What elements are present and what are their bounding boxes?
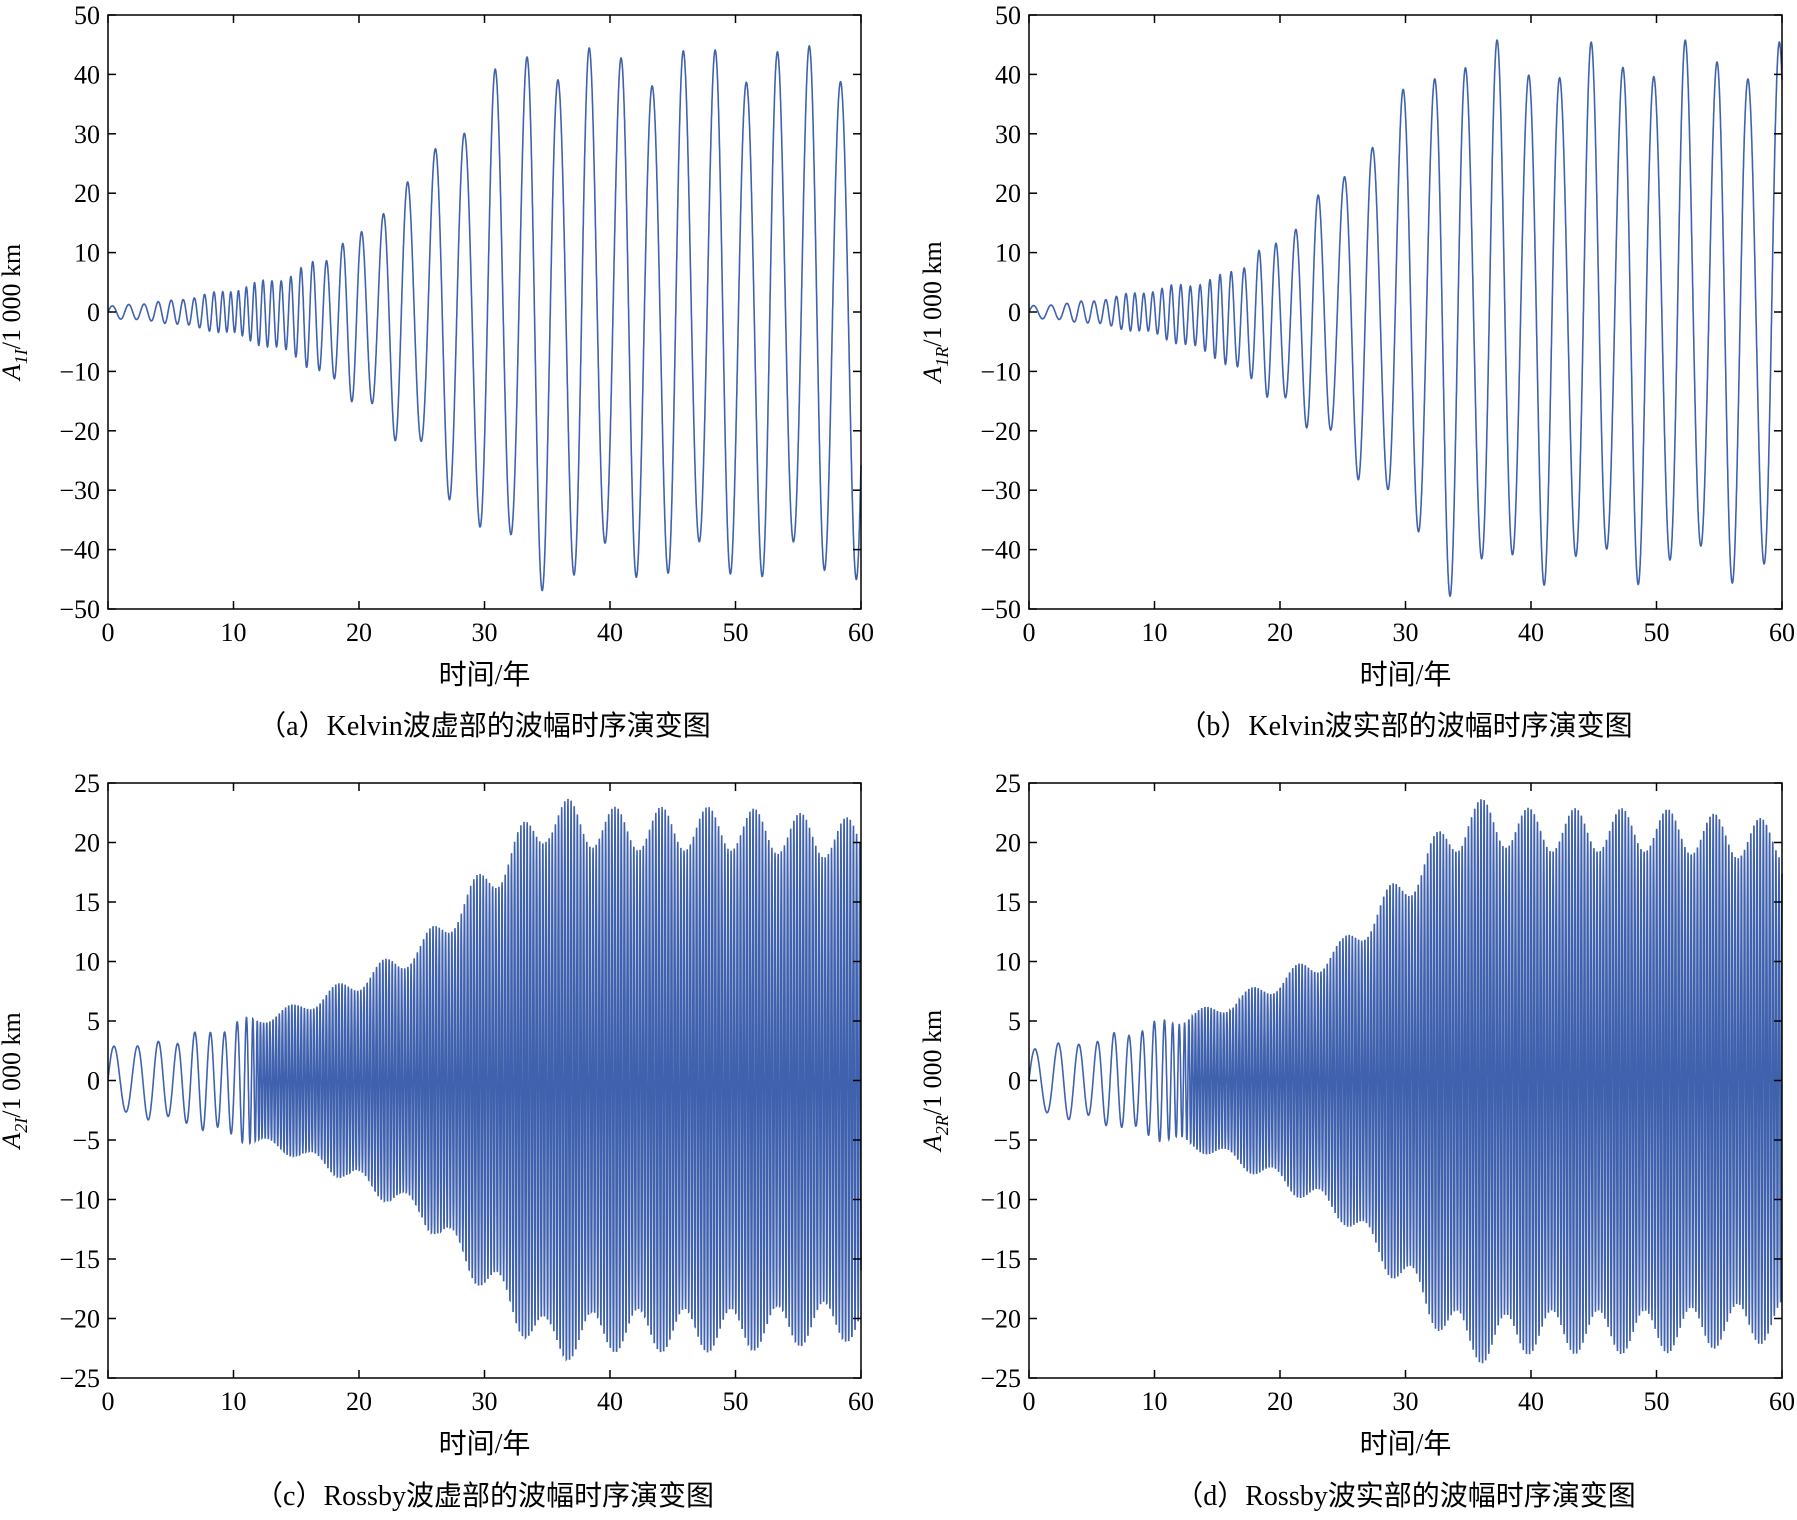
- series-line: [1028, 38, 1783, 598]
- y-tick-label: 40: [995, 60, 1021, 89]
- x-tick-label: 30: [1393, 618, 1419, 647]
- x-tick-label: 10: [1142, 618, 1168, 647]
- x-tick-label: 50: [1644, 618, 1670, 647]
- y-tick-label: −30: [980, 476, 1021, 505]
- panel-c: 0 10 20 30 40 50 602520151050−5−10−15−20−25时间/…: [0, 769, 874, 1512]
- y-tick-label: −30: [59, 476, 100, 505]
- panel-caption: （a）Kelvin波虚部的波幅时序演变图: [258, 710, 711, 742]
- x-axis-label: 时间/年: [1360, 1428, 1452, 1460]
- x-tick-label: 0: [1023, 618, 1036, 647]
- y-tick-label: 0: [1008, 298, 1021, 327]
- panel-b: 0 10 20 30 40 50 60 50 40 30 20 10 0 −10 −20 −30 −40 −50 时…: [918, 1, 1795, 742]
- y-tick-label: 10: [74, 948, 100, 977]
- y-tick-label: −50: [980, 595, 1021, 624]
- x-tick-label: 20: [1267, 618, 1293, 647]
- x-axis-label: 时间/年: [1360, 659, 1452, 691]
- y-tick-label: −10: [980, 357, 1021, 386]
- x-tick-label: 60: [1769, 618, 1795, 647]
- y-tick-label: 50: [74, 1, 100, 30]
- x-tick-label: 50: [723, 1387, 749, 1416]
- x-tick-label: 40: [597, 1387, 623, 1416]
- series-line: [107, 798, 862, 1362]
- panel-caption: （d）Rossby波实部的波幅时序演变图: [1175, 1480, 1635, 1512]
- y-tick-label: 20: [995, 829, 1021, 858]
- y-tick-label: −25: [59, 1364, 100, 1393]
- y-tick-label: 20: [995, 179, 1021, 208]
- x-tick-label: 20: [1267, 1387, 1293, 1416]
- panel-caption: （c）Rossby波虚部的波幅时序演变图: [255, 1480, 714, 1512]
- y-tick-label: −15: [980, 1245, 1021, 1274]
- x-tick-label: 40: [597, 618, 623, 647]
- y-tick-label: 15: [74, 888, 100, 917]
- y-tick-label: 20: [74, 829, 100, 858]
- y-tick-label: −15: [59, 1245, 100, 1274]
- y-tick-label: 5: [87, 1007, 100, 1036]
- series-line: [107, 44, 862, 592]
- x-tick-label: 10: [221, 618, 247, 647]
- y-tick-label: −5: [72, 1126, 100, 1155]
- y-tick-label: −20: [59, 1305, 100, 1334]
- y-tick-label: −40: [980, 536, 1021, 565]
- x-tick-label: 0: [102, 618, 115, 647]
- y-tick-label: 20: [74, 179, 100, 208]
- y-tick-label: −20: [59, 417, 100, 446]
- x-tick-label: 30: [472, 1387, 498, 1416]
- x-tick-label: 30: [1393, 1387, 1419, 1416]
- series-line: [1028, 799, 1783, 1364]
- x-axis-label: 时间/年: [439, 1428, 531, 1460]
- x-tick-label: 60: [1769, 1387, 1795, 1416]
- x-tick-label: 20: [346, 618, 372, 647]
- y-tick-label: −10: [59, 1186, 100, 1215]
- x-tick-label: 40: [1518, 1387, 1544, 1416]
- panel-a: 0 10 20 30 40 50 60 50 40 30 20 10 0 −10 −20 −30 −40 −50 时…: [0, 1, 874, 742]
- x-tick-label: 0: [102, 1387, 115, 1416]
- panel-d: 0 10 20 30 40 50 602520151050−5−10−15−20−25时间/…: [918, 769, 1795, 1512]
- y-tick-label: −50: [59, 595, 100, 624]
- x-axis-label: 时间/年: [439, 659, 531, 691]
- y-tick-label: 30: [995, 120, 1021, 149]
- y-tick-label: 10: [74, 239, 100, 268]
- x-tick-label: 60: [848, 1387, 874, 1416]
- x-tick-label: 30: [472, 618, 498, 647]
- y-tick-label: 50: [995, 1, 1021, 30]
- y-tick-label: −40: [59, 536, 100, 565]
- y-tick-label: 15: [995, 888, 1021, 917]
- y-tick-label: 0: [87, 1067, 100, 1096]
- y-tick-label: 25: [74, 769, 100, 798]
- y-axis-label: A2I/1 000 km: [0, 1012, 31, 1150]
- y-tick-label: 10: [995, 948, 1021, 977]
- y-axis-label: A1I/1 000 km: [0, 244, 31, 382]
- y-tick-label: 40: [74, 60, 100, 89]
- x-tick-label: 10: [1142, 1387, 1168, 1416]
- y-tick-label: −25: [980, 1364, 1021, 1393]
- y-axis-label: A2R/1 000 km: [918, 1010, 952, 1153]
- y-tick-label: −20: [980, 417, 1021, 446]
- y-axis-label: A1R/1 000 km: [918, 241, 952, 384]
- panel-caption: （b）Kelvin波实部的波幅时序演变图: [1178, 710, 1632, 742]
- x-tick-label: 20: [346, 1387, 372, 1416]
- y-tick-label: 25: [995, 769, 1021, 798]
- y-tick-label: −20: [980, 1305, 1021, 1334]
- y-tick-label: 5: [1008, 1007, 1021, 1036]
- y-tick-label: 30: [74, 120, 100, 149]
- y-tick-label: 0: [1008, 1067, 1021, 1096]
- x-tick-label: 40: [1518, 618, 1544, 647]
- y-tick-label: 10: [995, 239, 1021, 268]
- x-tick-label: 50: [1644, 1387, 1670, 1416]
- x-tick-label: 10: [221, 1387, 247, 1416]
- y-tick-label: 0: [87, 298, 100, 327]
- y-tick-label: −5: [993, 1126, 1021, 1155]
- x-tick-label: 50: [723, 618, 749, 647]
- x-tick-label: 60: [848, 618, 874, 647]
- y-tick-label: −10: [980, 1186, 1021, 1215]
- x-tick-label: 0: [1023, 1387, 1036, 1416]
- y-tick-label: −10: [59, 357, 100, 386]
